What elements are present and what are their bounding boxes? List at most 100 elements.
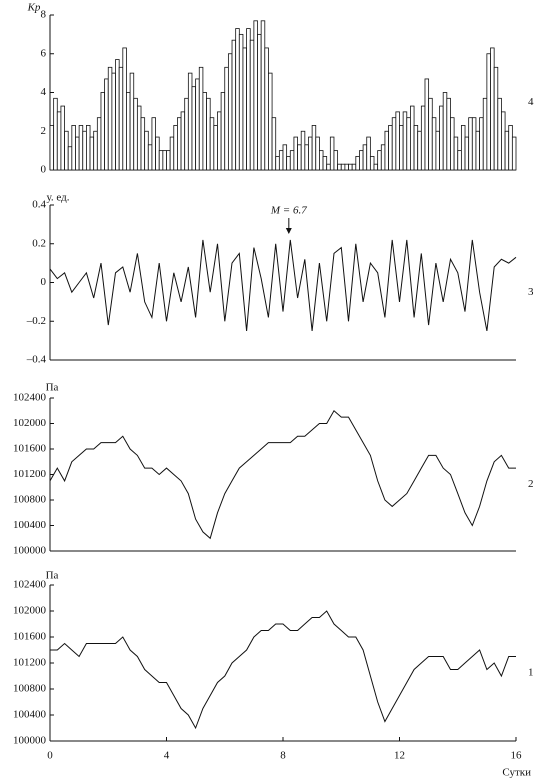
bar <box>278 150 284 171</box>
bar <box>64 130 69 171</box>
bar <box>395 111 400 171</box>
bar <box>206 97 211 171</box>
y-axis-label: Па <box>46 570 59 582</box>
bar <box>268 72 273 171</box>
bar <box>337 163 342 171</box>
bar <box>75 136 80 171</box>
bar <box>468 117 473 171</box>
bar <box>184 97 189 171</box>
bar <box>486 53 491 171</box>
bar <box>96 117 102 171</box>
bar <box>249 39 255 171</box>
bar <box>202 92 207 171</box>
bar <box>475 130 480 171</box>
bar <box>217 111 222 171</box>
y-tick-label: 100000 <box>13 545 47 557</box>
bar <box>144 130 149 171</box>
bar <box>479 117 484 171</box>
bar <box>453 136 459 171</box>
panel-label: 2 <box>528 478 534 490</box>
bar <box>297 144 302 171</box>
bar <box>450 117 455 171</box>
bar <box>293 136 298 171</box>
bar <box>326 163 331 171</box>
bar <box>227 53 233 171</box>
bar <box>147 144 153 171</box>
bar <box>304 144 309 171</box>
bar <box>180 111 186 171</box>
y-tick-label: 100400 <box>13 709 47 721</box>
bar <box>388 125 393 171</box>
bar <box>439 105 444 171</box>
y-tick-label: 6 <box>41 47 47 59</box>
bar <box>391 117 397 171</box>
bar <box>158 150 164 171</box>
bar <box>497 97 502 171</box>
bar <box>322 156 328 171</box>
bar <box>300 130 306 171</box>
bar <box>501 111 506 171</box>
annotation-arrowhead <box>285 228 292 234</box>
y-tick-label: 0.2 <box>32 237 46 249</box>
bar <box>373 163 379 171</box>
bar <box>446 97 451 171</box>
bar <box>289 150 295 171</box>
annotation: M = 6.7 <box>270 205 307 217</box>
bar <box>140 117 146 171</box>
bar <box>435 130 440 171</box>
line <box>49 410 516 540</box>
bar <box>315 136 320 171</box>
bar <box>417 130 422 171</box>
bar <box>377 150 382 171</box>
line <box>49 239 517 331</box>
bar <box>224 66 229 171</box>
y-tick-label: 102400 <box>13 579 47 591</box>
bar <box>442 92 448 171</box>
line <box>50 610 516 730</box>
y-tick-label: 101200 <box>13 657 47 669</box>
y-tick-label: –0.2 <box>26 315 46 327</box>
bar <box>413 125 419 171</box>
panel-label: 1 <box>528 667 534 679</box>
bar <box>122 47 127 171</box>
bar <box>198 66 204 171</box>
bar <box>235 28 240 171</box>
bar <box>177 117 182 171</box>
bar <box>311 125 317 171</box>
bar <box>115 59 120 171</box>
y-tick-label: 102400 <box>13 392 47 404</box>
x-tick-label: 16 <box>511 750 523 762</box>
x-axis-label: Сутки <box>502 767 531 779</box>
bar <box>366 136 371 171</box>
y-axis-label: Kp <box>27 2 41 14</box>
y-tick-label: –0.4 <box>26 354 47 366</box>
x-tick-label: 12 <box>394 750 405 762</box>
bar <box>253 20 258 171</box>
bar <box>187 72 193 171</box>
bar <box>104 78 109 171</box>
bar <box>355 156 360 171</box>
y-tick-label: 8 <box>41 9 47 21</box>
bar <box>508 125 513 171</box>
bar <box>213 125 218 171</box>
bar <box>482 97 488 171</box>
bar <box>195 78 200 171</box>
y-tick-label: 0 <box>41 276 47 288</box>
y-tick-label: 100000 <box>13 735 47 747</box>
y-tick-label: 4 <box>41 86 47 98</box>
bar <box>151 117 156 171</box>
bar <box>126 92 131 171</box>
bar <box>308 136 313 171</box>
bar <box>60 105 65 171</box>
bar <box>169 136 175 171</box>
bar <box>420 105 426 171</box>
bar <box>457 150 462 171</box>
bar <box>89 136 95 171</box>
bar <box>369 156 375 171</box>
y-tick-label: 101600 <box>13 443 47 455</box>
bar <box>428 97 433 171</box>
bar <box>460 125 466 171</box>
bar <box>166 150 171 171</box>
bar <box>380 144 386 171</box>
